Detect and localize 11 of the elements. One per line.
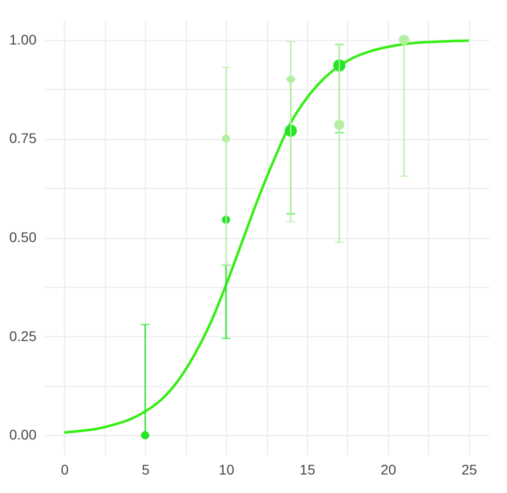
y-tick-label: 0.50 bbox=[9, 229, 37, 245]
y-tick-label: 0.25 bbox=[9, 328, 37, 344]
x-tick-label: 15 bbox=[300, 462, 316, 478]
x-tick-label: 0 bbox=[60, 462, 69, 478]
y-tick-label: 0.00 bbox=[9, 426, 37, 443]
y-tick-label: 0.75 bbox=[9, 130, 37, 146]
x-tick-label: 25 bbox=[461, 462, 478, 478]
x-tick-label: 20 bbox=[380, 462, 396, 478]
x-tick-label: 5 bbox=[142, 462, 150, 478]
y-tick-label: 1.00 bbox=[9, 31, 37, 48]
x-tick-label: 10 bbox=[218, 462, 235, 478]
